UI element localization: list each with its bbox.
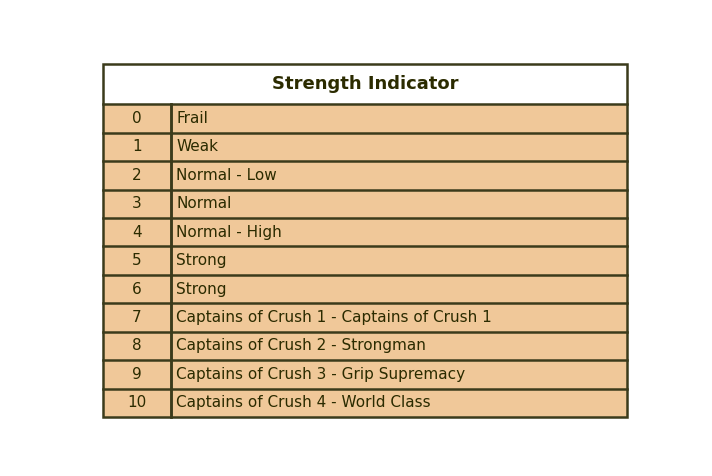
Text: Captains of Crush 1 - Captains of Crush 1: Captains of Crush 1 - Captains of Crush … xyxy=(177,310,492,325)
Text: Captains of Crush 2 - Strongman: Captains of Crush 2 - Strongman xyxy=(177,338,426,354)
Text: 6: 6 xyxy=(132,282,142,297)
Bar xyxy=(103,360,627,388)
Text: Strong: Strong xyxy=(177,253,227,268)
Text: 0: 0 xyxy=(132,111,142,126)
Bar xyxy=(103,104,627,133)
Text: Frail: Frail xyxy=(177,111,209,126)
Text: 8: 8 xyxy=(132,338,142,354)
Text: Strong: Strong xyxy=(177,282,227,297)
Text: 2: 2 xyxy=(132,168,142,183)
Text: 5: 5 xyxy=(132,253,142,268)
Text: Normal - High: Normal - High xyxy=(177,225,282,240)
Bar xyxy=(103,247,627,275)
Bar xyxy=(103,189,627,218)
Text: Strength Indicator: Strength Indicator xyxy=(272,75,458,93)
Text: 10: 10 xyxy=(127,396,147,410)
Bar xyxy=(103,161,627,189)
Text: 4: 4 xyxy=(132,225,142,240)
Bar xyxy=(103,388,627,417)
Text: 1: 1 xyxy=(132,139,142,155)
Bar xyxy=(103,64,627,104)
Text: Normal: Normal xyxy=(177,196,232,211)
Text: Captains of Crush 4 - World Class: Captains of Crush 4 - World Class xyxy=(177,396,431,410)
Bar xyxy=(103,133,627,161)
Bar xyxy=(103,332,627,360)
Text: Weak: Weak xyxy=(177,139,219,155)
Text: 7: 7 xyxy=(132,310,142,325)
Bar xyxy=(103,275,627,303)
Text: 9: 9 xyxy=(132,367,142,382)
Bar xyxy=(103,218,627,247)
Text: Captains of Crush 3 - Grip Supremacy: Captains of Crush 3 - Grip Supremacy xyxy=(177,367,466,382)
Text: Normal - Low: Normal - Low xyxy=(177,168,277,183)
Text: 3: 3 xyxy=(132,196,142,211)
Bar xyxy=(103,303,627,332)
